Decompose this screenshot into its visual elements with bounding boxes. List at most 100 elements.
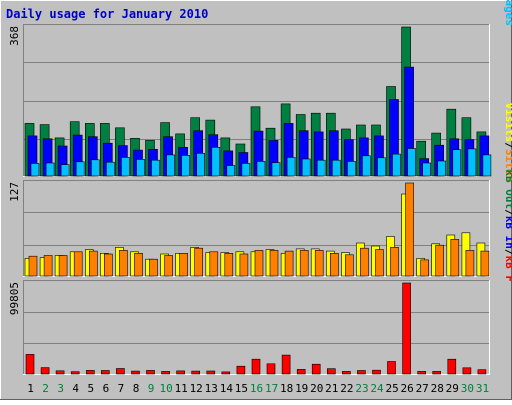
bar-kb-f-day-25 (387, 361, 396, 375)
bar-pages-day-1 (30, 163, 40, 177)
x-tick-label-day-18: 18 (280, 382, 293, 395)
x-tick-label-day-3: 3 (57, 382, 64, 395)
bar-pages-day-27 (422, 162, 432, 177)
x-tick-label-day-6: 6 (103, 382, 110, 395)
x-tick-label-day-31: 31 (476, 382, 489, 395)
bar-kb-f-day-11 (176, 370, 185, 375)
bar-pages-day-30 (467, 148, 477, 177)
x-tick-label-day-23: 23 (355, 382, 368, 395)
bar-pages-day-20 (316, 159, 326, 177)
bar-sites-day-12 (194, 247, 203, 277)
x-tick-label-day-7: 7 (118, 382, 125, 395)
bar-pages-day-31 (482, 154, 492, 177)
bar-kb-f-day-29 (447, 358, 457, 375)
bar-sites-day-20 (314, 250, 324, 277)
bar-kb-f-day-14 (221, 371, 231, 375)
legend-pages: Pages (503, 0, 512, 26)
bar-sites-day-27 (420, 259, 430, 277)
x-tick-label-day-2: 2 (42, 382, 49, 395)
bar-kb-f-day-27 (417, 371, 427, 375)
x-tick-label-day-4: 4 (72, 382, 79, 395)
bar-kb-f-day-8 (131, 370, 140, 375)
legend-visits: Visits (503, 103, 512, 143)
bar-kb-f-day-1 (25, 354, 35, 375)
x-tick-label-day-20: 20 (310, 382, 323, 395)
bar-sites-day-15 (239, 253, 249, 277)
bar-kb-f-day-9 (146, 370, 155, 375)
bar-pages-day-28 (437, 160, 447, 177)
bar-pages-day-14 (226, 165, 236, 177)
bar-pages-day-25 (392, 153, 401, 177)
bar-pages-day-6 (106, 161, 115, 177)
bar-pages-day-2 (45, 162, 55, 177)
bar-sites-day-26 (405, 182, 414, 277)
bar-pages-day-9 (151, 159, 160, 177)
x-tick-label-day-8: 8 (133, 382, 140, 395)
bar-kb-f-day-12 (191, 370, 200, 375)
legend-kb-in: kB In (503, 216, 512, 249)
bar-sites-day-17 (269, 250, 279, 277)
bar-sites-day-4 (73, 251, 83, 277)
bar-kb-f-day-7 (116, 368, 125, 375)
bar-kb-f-day-26 (402, 282, 411, 375)
x-tick-label-day-13: 13 (205, 382, 218, 395)
bar-pages-day-7 (121, 157, 130, 177)
middle-legend: Visits/Sites (503, 103, 512, 183)
bar-sites-day-28 (435, 244, 445, 277)
bar-pages-day-10 (166, 154, 175, 177)
bar-sites-day-9 (149, 258, 158, 277)
legend-separator: / (503, 209, 512, 216)
bar-pages-day-15 (241, 163, 251, 177)
bar-pages-day-18 (286, 157, 296, 177)
bar-sites-day-14 (224, 253, 234, 277)
x-tick-label-day-26: 26 (400, 382, 413, 395)
x-tick-label-day-9: 9 (148, 382, 155, 395)
bar-pages-day-22 (347, 161, 356, 177)
bar-pages-day-29 (452, 149, 462, 177)
bar-sites-day-24 (375, 249, 384, 277)
bar-pages-day-3 (60, 164, 70, 177)
bar-sites-day-2 (43, 255, 53, 277)
legend-sites: Sites (503, 149, 512, 182)
x-tick-label-day-25: 25 (385, 382, 398, 395)
x-tick-label-day-10: 10 (159, 382, 172, 395)
bar-sites-day-30 (465, 250, 475, 277)
bar-kb-f-day-15 (236, 365, 246, 375)
bar-sites-day-11 (179, 253, 188, 277)
bar-sites-day-22 (345, 254, 354, 277)
bar-pages-day-23 (362, 155, 371, 177)
x-tick-label-day-27: 27 (416, 382, 429, 395)
bar-kb-f-day-6 (101, 370, 110, 375)
bar-sites-day-25 (390, 247, 399, 277)
bar-kb-f-day-18 (281, 354, 291, 375)
x-tick-label-day-12: 12 (190, 382, 203, 395)
bar-kb-f-day-21 (326, 368, 336, 375)
bar-kb-f-day-28 (432, 371, 442, 375)
bar-sites-day-10 (164, 255, 173, 277)
bar-sites-day-23 (360, 247, 369, 277)
chart-title: Daily usage for January 2010 (6, 7, 208, 21)
top-legend: Hits/Files/Pages (503, 0, 512, 26)
x-tick-label-day-21: 21 (325, 382, 338, 395)
legend-kb-f: kB F (503, 256, 512, 283)
bar-sites-day-1 (28, 255, 38, 277)
bar-kb-f-day-19 (296, 369, 306, 375)
bottom-y-max-label: 99805 (8, 282, 21, 315)
x-tick-label-day-11: 11 (175, 382, 188, 395)
bar-kb-f-day-2 (40, 367, 50, 375)
bar-sites-day-29 (450, 239, 460, 277)
x-tick-label-day-16: 16 (250, 382, 263, 395)
legend-separator: / (503, 142, 512, 149)
bar-sites-day-7 (119, 250, 128, 277)
x-tick-label-day-22: 22 (340, 382, 353, 395)
bar-pages-day-11 (181, 155, 190, 177)
bar-pages-day-21 (331, 159, 341, 177)
bar-kb-f-day-10 (161, 371, 170, 375)
x-tick-label-day-1: 1 (27, 382, 34, 395)
x-tick-label-day-14: 14 (220, 382, 234, 395)
top-y-max-label: 368 (8, 26, 21, 46)
bar-sites-day-8 (134, 253, 143, 277)
legend-kb-out: kB Out (503, 169, 512, 209)
